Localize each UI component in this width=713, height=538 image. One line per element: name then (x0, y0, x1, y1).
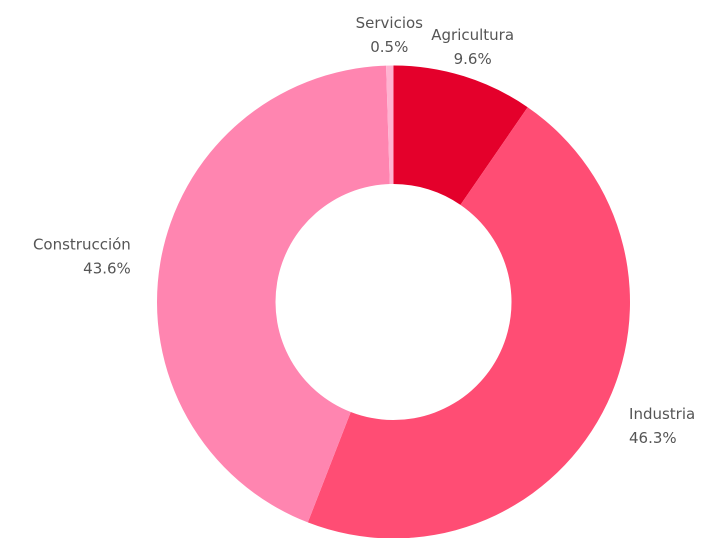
donut-slice (386, 65, 394, 185)
slice-label: Industria (629, 405, 695, 423)
donut-slice (157, 65, 390, 523)
slice-value: 46.3% (629, 429, 677, 447)
slice-value: 43.6% (83, 260, 131, 278)
slice-value: 9.6% (454, 50, 492, 68)
donut-slice (307, 107, 630, 538)
slice-value: 0.5% (370, 38, 408, 56)
slice-label: Servicios (356, 14, 424, 32)
slice-label: Construcción (33, 236, 131, 254)
slice-label: Agricultura (431, 26, 514, 44)
donut-slice (393, 65, 528, 205)
